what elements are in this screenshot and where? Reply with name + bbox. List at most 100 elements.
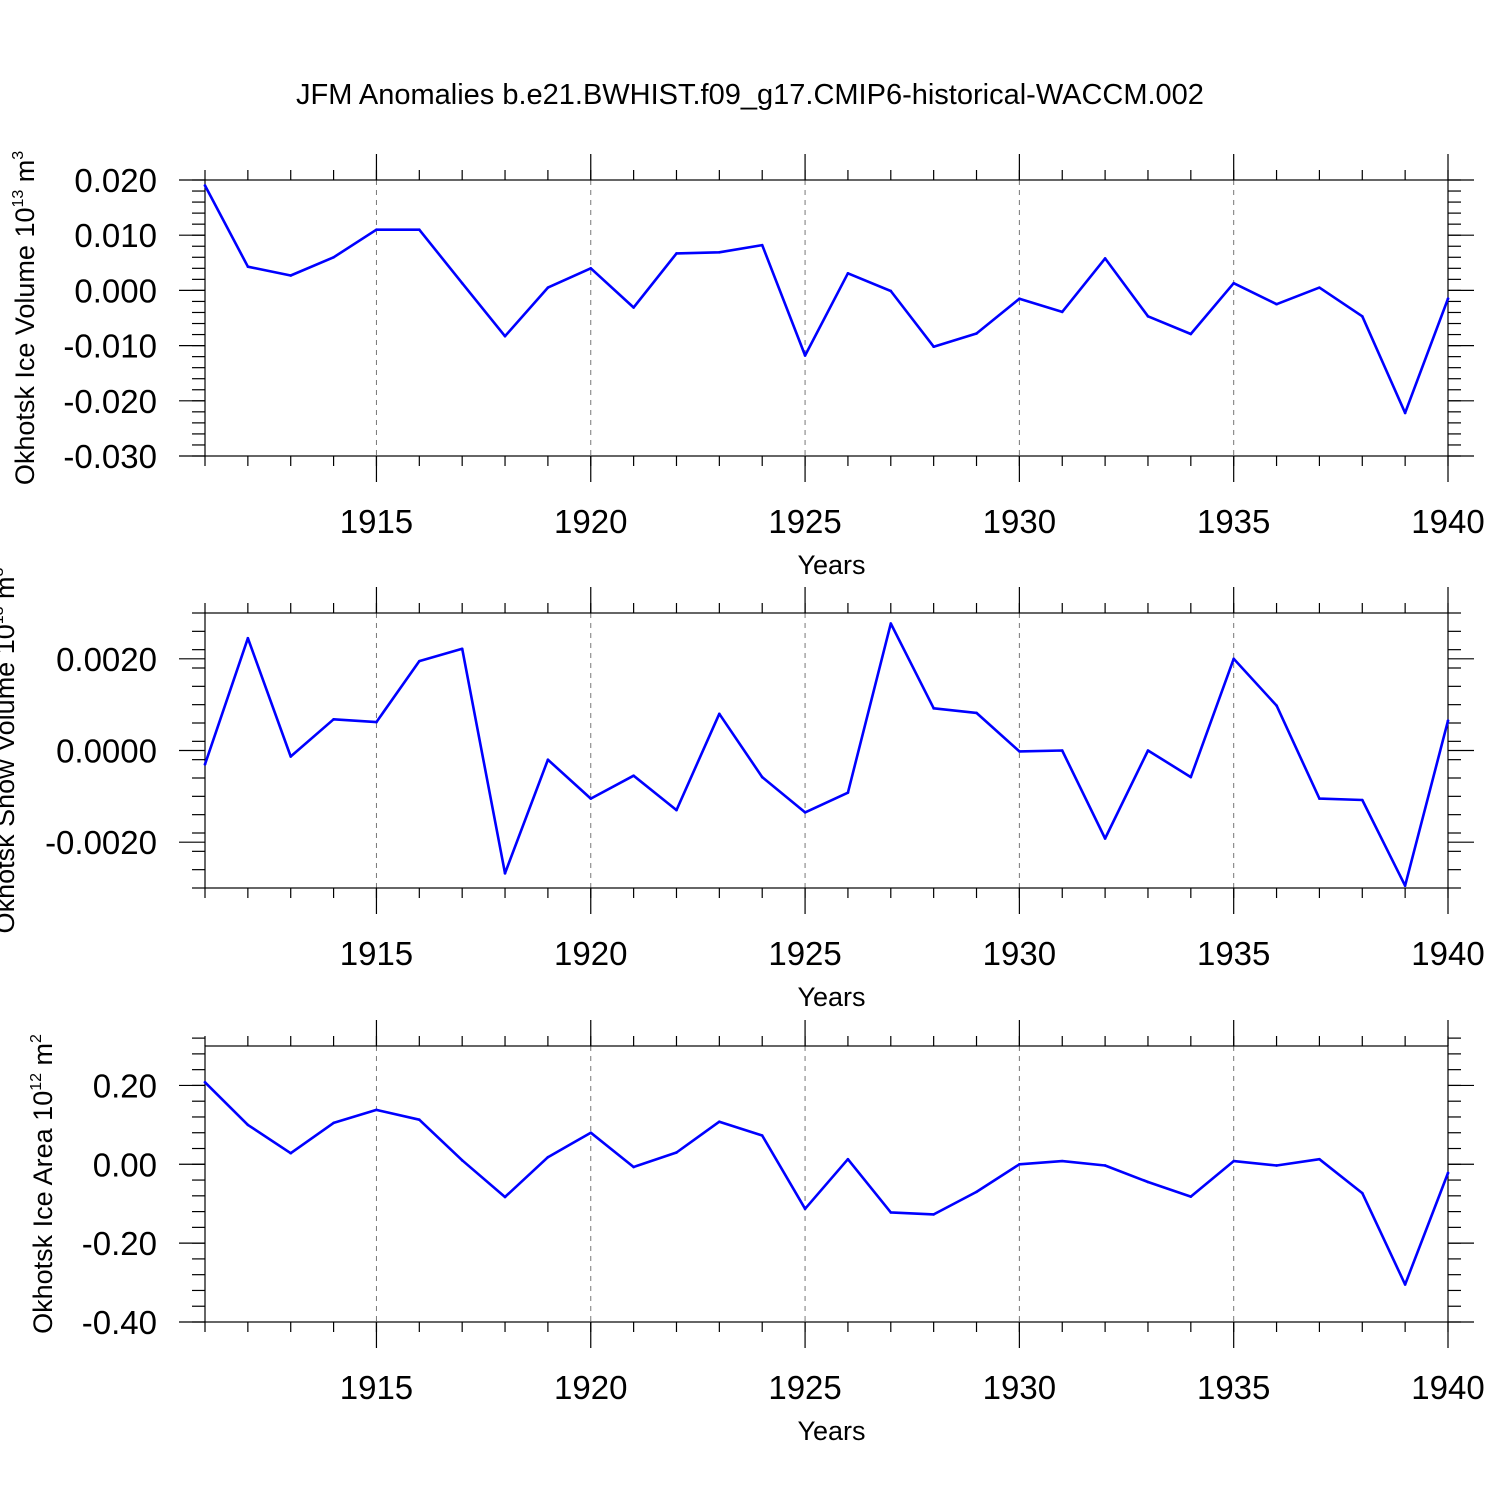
data-point (846, 271, 850, 275)
x-tick-label: 1920 (554, 1369, 627, 1406)
data-point (632, 1165, 635, 1169)
x-tick-label: 1915 (340, 503, 413, 540)
data-point (846, 791, 850, 794)
data-point (1232, 281, 1235, 285)
data-point (418, 1118, 421, 1122)
x-tick-label: 1935 (1197, 503, 1270, 540)
x-tick-label: 1925 (768, 1369, 841, 1406)
panel-3: 1915 1920 1925 1930 1935 1940 0.20 0.00 -0.20 -0.… (28, 1020, 1485, 1446)
x-tick-label: 1940 (1411, 1369, 1484, 1406)
x-tick-label: 1930 (983, 935, 1056, 972)
data-point (1146, 1180, 1150, 1184)
data-point (1275, 302, 1278, 306)
x-tick-label: 1920 (554, 935, 627, 972)
data-point (332, 255, 335, 259)
x-tick-label: 1930 (983, 1369, 1056, 1406)
y-tick-label: 0.00 (93, 1146, 157, 1183)
data-point (718, 712, 721, 716)
y-tick-label: -0.010 (63, 328, 157, 365)
data-point (246, 265, 250, 268)
data-point (1318, 797, 1321, 800)
data-point (1018, 1162, 1021, 1166)
data-point (1446, 297, 1450, 300)
y-tick-label: 0.20 (93, 1067, 157, 1104)
y-axis-label: Okhotsk Ice Area 1012 m2 (28, 1034, 58, 1334)
data-point (718, 1120, 721, 1124)
data-point (1360, 798, 1364, 802)
panels: 1915 1920 1925 1930 1935 1940 0.020 0.010 0.000 -… (0, 151, 1485, 1446)
data-point (503, 334, 507, 338)
data-point (803, 811, 807, 814)
y-tick-label: 0.000 (74, 272, 157, 309)
data-point (375, 228, 378, 231)
data-point (375, 720, 378, 724)
data-point (1403, 884, 1407, 888)
data-point (503, 872, 507, 875)
data-point (1189, 1195, 1193, 1198)
data-point (1318, 1157, 1321, 1161)
y-tick-label: -0.0020 (45, 824, 157, 861)
x-tick-label: 1915 (340, 935, 413, 972)
y-tick-label: 0.0020 (56, 641, 157, 678)
x-tick-label: 1940 (1411, 935, 1484, 972)
data-point (889, 289, 893, 293)
x-axis-label: Years (797, 982, 865, 1012)
y-axis-label: Okhotsk Ice Volume 1013 m3 (10, 151, 40, 485)
data-point (718, 251, 721, 254)
x-axis-label: Years (797, 550, 865, 580)
series-line-2 (203, 622, 1450, 888)
data-point (1318, 286, 1321, 289)
data-point (1060, 749, 1064, 752)
data-point (889, 622, 893, 625)
data-point (203, 762, 207, 766)
data-point (632, 774, 635, 778)
data-point (203, 1080, 207, 1084)
data-point (289, 755, 293, 758)
data-point (589, 1131, 593, 1135)
data-point (546, 758, 550, 761)
x-tick-label: 1925 (768, 503, 841, 540)
data-point (1146, 749, 1150, 752)
y-axis-label: Okhotsk Snow Volume 1013 m3 (0, 567, 20, 933)
data-point (1189, 332, 1193, 336)
plot-frame (204, 612, 1449, 889)
data-point (1232, 1159, 1235, 1163)
figure-title: JFM Anomalies b.e21.BWHIST.f09_g17.CMIP6… (296, 79, 1204, 111)
data-point (675, 1151, 678, 1154)
data-point (246, 636, 250, 640)
data-point (203, 184, 207, 187)
panel-1: 1915 1920 1925 1930 1935 1940 0.020 0.010 0.000 -… (10, 151, 1485, 580)
series-line-3 (203, 1081, 1450, 1286)
y-tick-label: -0.030 (63, 438, 157, 475)
data-point (246, 1123, 250, 1127)
data-point (1360, 315, 1364, 318)
data-point (1446, 719, 1450, 723)
data-point (1232, 657, 1235, 661)
x-axis-label: Years (797, 1416, 865, 1446)
x-tick-label: 1920 (554, 503, 627, 540)
data-point (760, 243, 764, 247)
data-point (332, 718, 335, 721)
data-point (803, 354, 807, 357)
y-tick-label: 0.020 (74, 162, 157, 199)
data-point (846, 1157, 850, 1161)
data-point (932, 1213, 935, 1216)
data-point (760, 775, 764, 779)
data-point (1360, 1191, 1364, 1195)
x-tick-label: 1915 (340, 1369, 413, 1406)
data-point (1060, 1159, 1064, 1163)
data-point (589, 267, 593, 270)
data-point (675, 252, 678, 255)
plot-frame (204, 179, 1449, 457)
x-tick-label: 1935 (1197, 1369, 1270, 1406)
data-point (546, 286, 550, 289)
data-point (1060, 310, 1064, 314)
data-point (1018, 297, 1021, 300)
data-point (418, 659, 421, 663)
data-point (760, 1134, 764, 1137)
data-point (1275, 1164, 1278, 1167)
data-point (1103, 1164, 1107, 1167)
data-point (1275, 704, 1278, 707)
x-tick-label: 1940 (1411, 503, 1484, 540)
